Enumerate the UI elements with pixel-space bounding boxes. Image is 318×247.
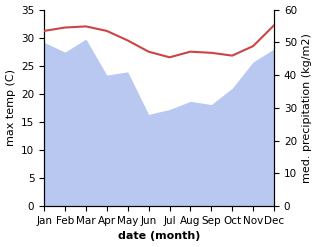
Y-axis label: med. precipitation (kg/m2): med. precipitation (kg/m2) (302, 33, 313, 183)
Y-axis label: max temp (C): max temp (C) (5, 69, 16, 146)
X-axis label: date (month): date (month) (118, 231, 200, 242)
